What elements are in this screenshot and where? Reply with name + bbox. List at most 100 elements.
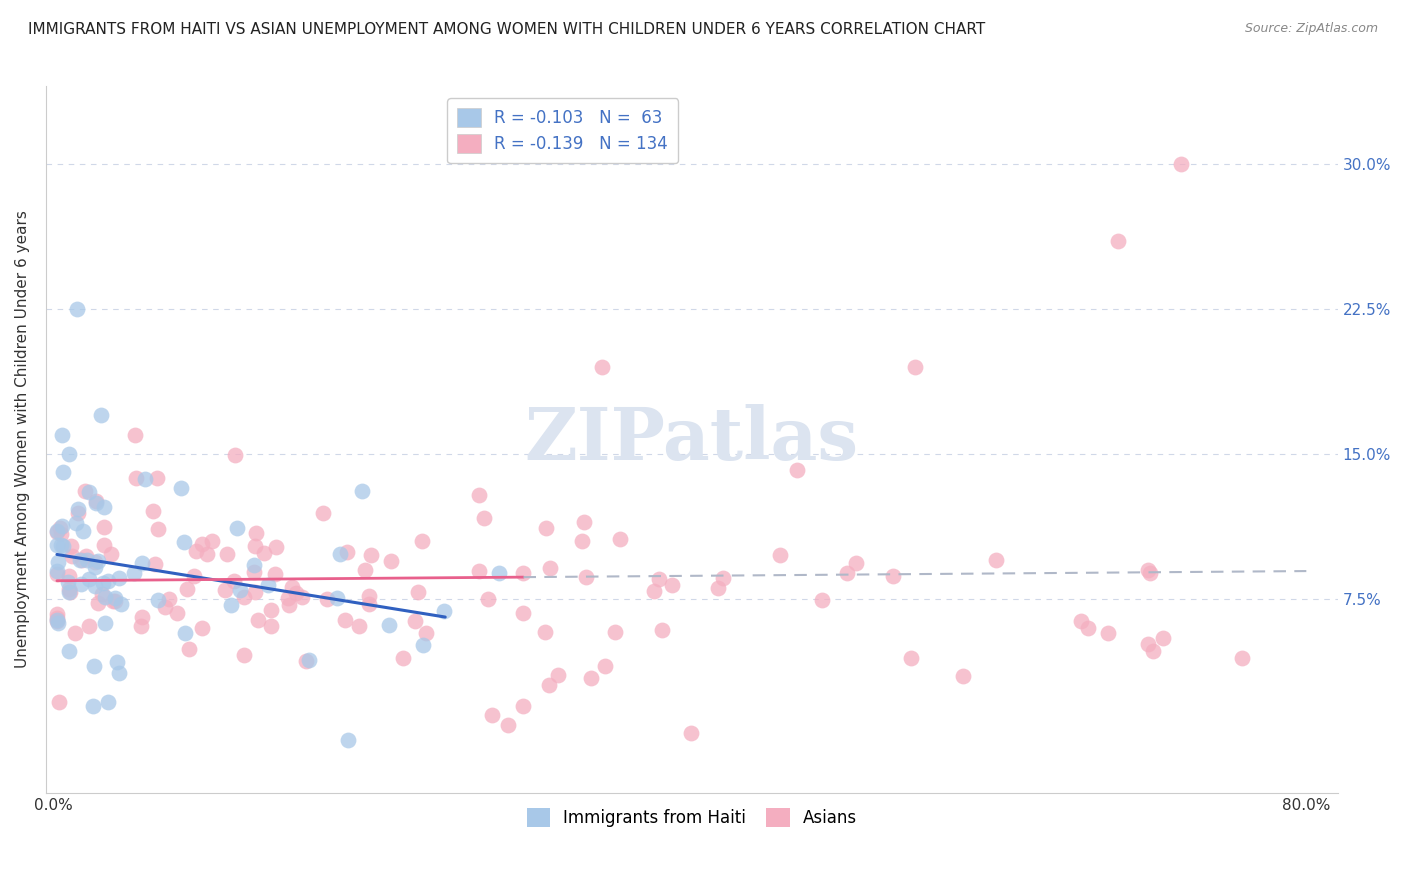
Point <box>468 488 491 502</box>
Point <box>52 465 75 479</box>
Point <box>84 496 107 510</box>
Point <box>1077 621 1099 635</box>
Point <box>176 582 198 596</box>
Point <box>768 548 790 562</box>
Point <box>49 527 72 541</box>
Point <box>591 359 613 374</box>
Point <box>146 471 169 485</box>
Point <box>195 547 218 561</box>
Point <box>201 534 224 549</box>
Point <box>474 511 496 525</box>
Point <box>52 540 75 554</box>
Point <box>94 616 117 631</box>
Point <box>69 553 91 567</box>
Point <box>312 506 335 520</box>
Point <box>277 599 299 613</box>
Point <box>58 585 80 599</box>
Point <box>711 571 734 585</box>
Point <box>247 613 270 627</box>
Point <box>148 523 170 537</box>
Text: IMMIGRANTS FROM HAITI VS ASIAN UNEMPLOYMENT AMONG WOMEN WITH CHILDREN UNDER 6 YE: IMMIGRANTS FROM HAITI VS ASIAN UNEMPLOYM… <box>28 22 986 37</box>
Point <box>59 585 82 599</box>
Point <box>845 556 868 570</box>
Point <box>811 593 834 607</box>
Point <box>882 568 904 582</box>
Point <box>281 580 304 594</box>
Point <box>58 447 80 461</box>
Point <box>51 519 73 533</box>
Point <box>298 653 321 667</box>
Point <box>90 587 112 601</box>
Point <box>45 524 67 539</box>
Point <box>900 650 922 665</box>
Point <box>837 566 859 581</box>
Point <box>336 545 359 559</box>
Point <box>51 427 73 442</box>
Point <box>1139 566 1161 580</box>
Point <box>82 698 104 713</box>
Point <box>266 540 288 554</box>
Point <box>58 568 80 582</box>
Point <box>647 572 669 586</box>
Point <box>65 516 87 531</box>
Point <box>243 558 266 572</box>
Point <box>77 619 100 633</box>
Point <box>1097 625 1119 640</box>
Point <box>219 598 242 612</box>
Point <box>575 570 598 584</box>
Point <box>91 576 114 591</box>
Point <box>285 586 308 600</box>
Point <box>786 463 808 477</box>
Point <box>378 618 401 632</box>
Point <box>97 574 120 589</box>
Point <box>233 590 256 604</box>
Point <box>72 553 94 567</box>
Point <box>217 548 239 562</box>
Point <box>184 544 207 558</box>
Point <box>90 409 112 423</box>
Point <box>538 560 561 574</box>
Point <box>45 614 67 628</box>
Point <box>191 537 214 551</box>
Point <box>291 590 314 604</box>
Point <box>264 566 287 581</box>
Point <box>406 585 429 599</box>
Point <box>146 592 169 607</box>
Point <box>166 606 188 620</box>
Point <box>359 597 381 611</box>
Point <box>45 564 67 578</box>
Point <box>1136 563 1159 577</box>
Point <box>512 606 534 620</box>
Point <box>60 549 83 563</box>
Point <box>481 708 503 723</box>
Point <box>124 566 146 580</box>
Point <box>87 554 110 568</box>
Point <box>433 603 456 617</box>
Point <box>105 656 128 670</box>
Point <box>173 535 195 549</box>
Point <box>609 533 631 547</box>
Text: Source: ZipAtlas.com: Source: ZipAtlas.com <box>1244 22 1378 36</box>
Point <box>333 613 356 627</box>
Point <box>952 669 974 683</box>
Point <box>177 642 200 657</box>
Point <box>49 520 72 534</box>
Point <box>277 591 299 606</box>
Point <box>1170 157 1192 171</box>
Point <box>1107 234 1129 248</box>
Point <box>1142 644 1164 658</box>
Point <box>243 539 266 553</box>
Point <box>326 591 349 606</box>
Point <box>46 615 69 630</box>
Point <box>97 696 120 710</box>
Point <box>108 571 131 585</box>
Point <box>512 698 534 713</box>
Point <box>224 448 246 462</box>
Point <box>104 594 127 608</box>
Point <box>75 549 97 563</box>
Point <box>66 301 89 316</box>
Point <box>512 566 534 580</box>
Point <box>63 625 86 640</box>
Point <box>904 359 927 374</box>
Point <box>651 624 673 638</box>
